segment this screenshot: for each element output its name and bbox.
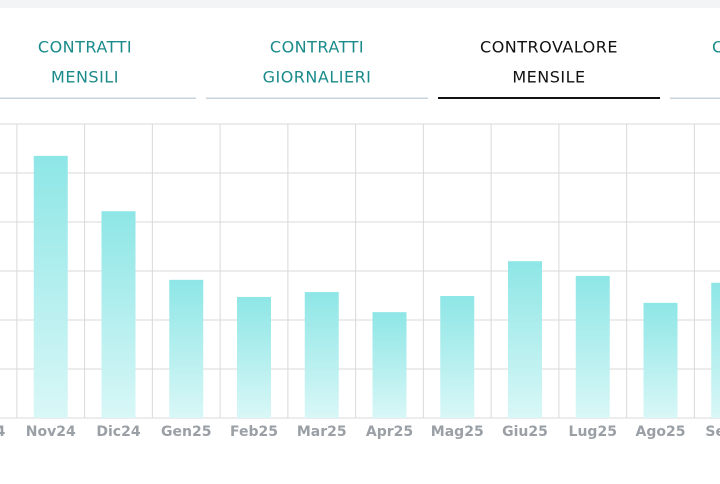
bar <box>304 292 339 418</box>
tab-label[interactable]: CONTRATTI <box>270 38 364 57</box>
tab-label[interactable]: CONTROVALORE <box>712 38 720 57</box>
tab-underline[interactable] <box>670 97 720 100</box>
tab-underline[interactable] <box>206 97 428 100</box>
x-tick-label: Ago25 <box>636 424 686 440</box>
bar <box>440 295 475 418</box>
x-tick-label: Nov24 <box>26 424 76 440</box>
x-tick-label: Lug25 <box>569 424 617 440</box>
tab-underline[interactable] <box>0 97 196 100</box>
bar <box>508 261 542 418</box>
x-tick-label: Mar25 <box>297 424 347 440</box>
x-tick-label: Feb25 <box>230 424 278 440</box>
bar <box>169 279 204 418</box>
x-tick-label: Set25 <box>705 424 720 440</box>
tab-label[interactable]: MENSILI <box>51 68 119 87</box>
x-tick-label: Gen25 <box>161 424 211 440</box>
bar <box>575 275 610 418</box>
bar <box>33 155 68 418</box>
bar <box>372 312 407 418</box>
bar <box>101 211 136 418</box>
bar <box>237 296 271 418</box>
x-tick-label: Dic24 <box>96 424 140 440</box>
tab-label[interactable]: CONTROVALORE <box>480 38 618 57</box>
x-tick-label: Ott24 <box>0 424 6 440</box>
top-strip <box>0 0 720 8</box>
tab-label[interactable]: MENSILE <box>512 68 585 87</box>
tab-label[interactable]: GIORNALIERI <box>263 68 372 87</box>
x-tick-label: Giu25 <box>502 424 548 440</box>
bar <box>643 302 678 418</box>
bar <box>711 282 720 418</box>
tab-underline[interactable] <box>438 97 660 99</box>
tab-label[interactable]: CONTRATTI <box>38 38 132 57</box>
x-tick-label: Mag25 <box>431 424 484 440</box>
x-tick-label: Apr25 <box>366 424 413 440</box>
